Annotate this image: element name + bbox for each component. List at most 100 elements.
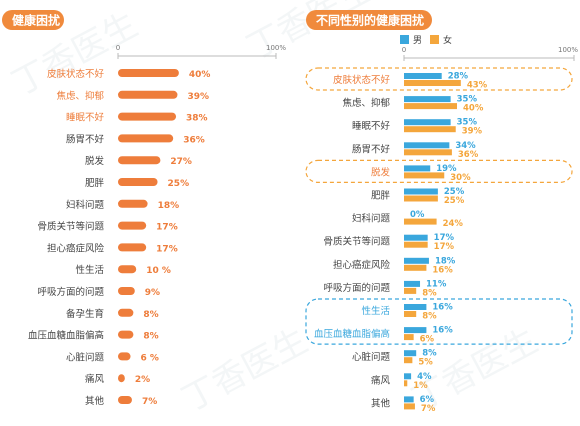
category-label: 心脏问题 xyxy=(66,351,105,363)
value-label-male: 0% xyxy=(410,210,425,220)
category-label: 呼吸方面的问题 xyxy=(37,286,104,298)
bar-female xyxy=(404,103,457,110)
bar-male xyxy=(404,188,438,195)
category-label: 担心癌症风险 xyxy=(333,259,391,271)
bar xyxy=(118,396,132,404)
category-label: 血压血糖血脂偏高 xyxy=(28,330,104,342)
bar xyxy=(118,374,125,383)
category-label: 焦虑、抑郁 xyxy=(342,97,390,109)
category-label: 心脏问题 xyxy=(352,351,391,363)
value-label-female: 43% xyxy=(467,81,488,91)
value-label-male: 25% xyxy=(444,187,465,197)
bar-male xyxy=(404,165,431,172)
value-label-female: 5% xyxy=(418,358,433,368)
bar xyxy=(118,265,137,274)
value-label: 36% xyxy=(183,135,205,145)
bar xyxy=(118,112,177,121)
bar-female xyxy=(404,357,413,364)
category-label: 睡眠不好 xyxy=(66,112,105,124)
bar xyxy=(118,221,147,230)
category-label: 担心癌症风险 xyxy=(47,242,105,254)
value-label-female: 30% xyxy=(450,173,471,183)
panel-title: 不同性别的健康困扰 xyxy=(316,13,424,28)
value-label: 7% xyxy=(142,397,157,407)
category-label: 妇科问题 xyxy=(352,213,391,225)
value-label-male: 16% xyxy=(432,326,453,336)
bar-male xyxy=(404,257,429,264)
value-label: 17% xyxy=(156,244,178,254)
category-label: 痛风 xyxy=(371,374,391,386)
bar-male xyxy=(404,234,428,241)
bar-male xyxy=(404,396,414,403)
axis-tick-label: 0 xyxy=(116,44,120,52)
category-label: 脱发 xyxy=(371,166,391,178)
value-label-female: 39% xyxy=(462,127,483,137)
value-label-male: 28% xyxy=(448,72,469,82)
value-label-male: 16% xyxy=(432,303,453,313)
value-label: 40% xyxy=(189,70,211,80)
value-label: 39% xyxy=(187,92,209,102)
bar xyxy=(118,352,131,361)
category-label: 睡眠不好 xyxy=(352,120,391,132)
value-label-female: 6% xyxy=(420,335,435,345)
bar-female xyxy=(404,195,438,202)
legend-swatch-female xyxy=(430,35,439,44)
bar-male xyxy=(404,280,421,287)
category-label: 骨质关节等问题 xyxy=(323,236,390,248)
bar xyxy=(118,178,158,186)
value-label: 8% xyxy=(143,310,158,320)
highlight-box xyxy=(305,67,573,91)
category-label: 备孕生育 xyxy=(66,308,104,320)
value-label-male: 11% xyxy=(426,279,447,289)
legend-label: 男 xyxy=(413,35,422,46)
bar-female xyxy=(404,380,408,387)
bar-female xyxy=(404,241,428,248)
value-label-male: 8% xyxy=(422,349,437,359)
category-label: 肠胃不好 xyxy=(66,133,105,145)
category-label: 妇科问题 xyxy=(66,199,105,211)
bar-female xyxy=(404,264,427,271)
bar xyxy=(118,156,161,165)
value-label-female: 8% xyxy=(422,312,437,322)
bar xyxy=(118,69,179,77)
panel-title-tab xyxy=(2,10,64,30)
value-label: 9% xyxy=(145,288,160,298)
category-label: 其他 xyxy=(85,395,105,407)
value-label-female: 17% xyxy=(434,242,455,252)
category-label: 骨质关节等问题 xyxy=(37,221,104,233)
category-label: 肥胖 xyxy=(85,178,105,189)
value-label: 25% xyxy=(168,179,190,189)
bar-female xyxy=(404,287,417,294)
bar xyxy=(118,134,174,143)
bar-male xyxy=(404,350,417,357)
axis-tick-label: 100% xyxy=(558,46,578,54)
value-label-male: 6% xyxy=(420,395,435,405)
bar-female xyxy=(404,218,437,225)
category-label: 血压血糖血脂偏高 xyxy=(314,328,390,340)
bar-male xyxy=(404,327,427,334)
value-label-male: 35% xyxy=(457,95,478,105)
value-label: 18% xyxy=(158,201,180,211)
category-label: 性生活 xyxy=(75,264,104,276)
bar-female xyxy=(404,80,461,86)
panel-title-tab xyxy=(306,10,432,30)
category-label: 皮肤状态不好 xyxy=(333,74,391,86)
category-label: 肥胖 xyxy=(371,191,391,202)
panel-title: 健康困扰 xyxy=(12,13,60,28)
highlight-box xyxy=(305,159,573,183)
bar xyxy=(118,308,134,317)
value-label-female: 8% xyxy=(422,288,437,298)
axis-tick-label: 100% xyxy=(266,44,286,52)
value-label-male: 17% xyxy=(434,233,455,243)
value-label-female: 36% xyxy=(458,150,479,160)
value-label: 2% xyxy=(135,375,150,385)
category-label: 焦虑、抑郁 xyxy=(56,90,104,102)
bar-female xyxy=(404,172,445,179)
value-label-female: 16% xyxy=(432,265,453,275)
bar-male xyxy=(404,96,451,103)
value-label-female: 40% xyxy=(463,104,484,114)
highlight-box xyxy=(305,298,573,345)
bar xyxy=(118,243,147,252)
legend-label: 女 xyxy=(443,34,452,46)
category-label: 痛风 xyxy=(85,373,105,385)
